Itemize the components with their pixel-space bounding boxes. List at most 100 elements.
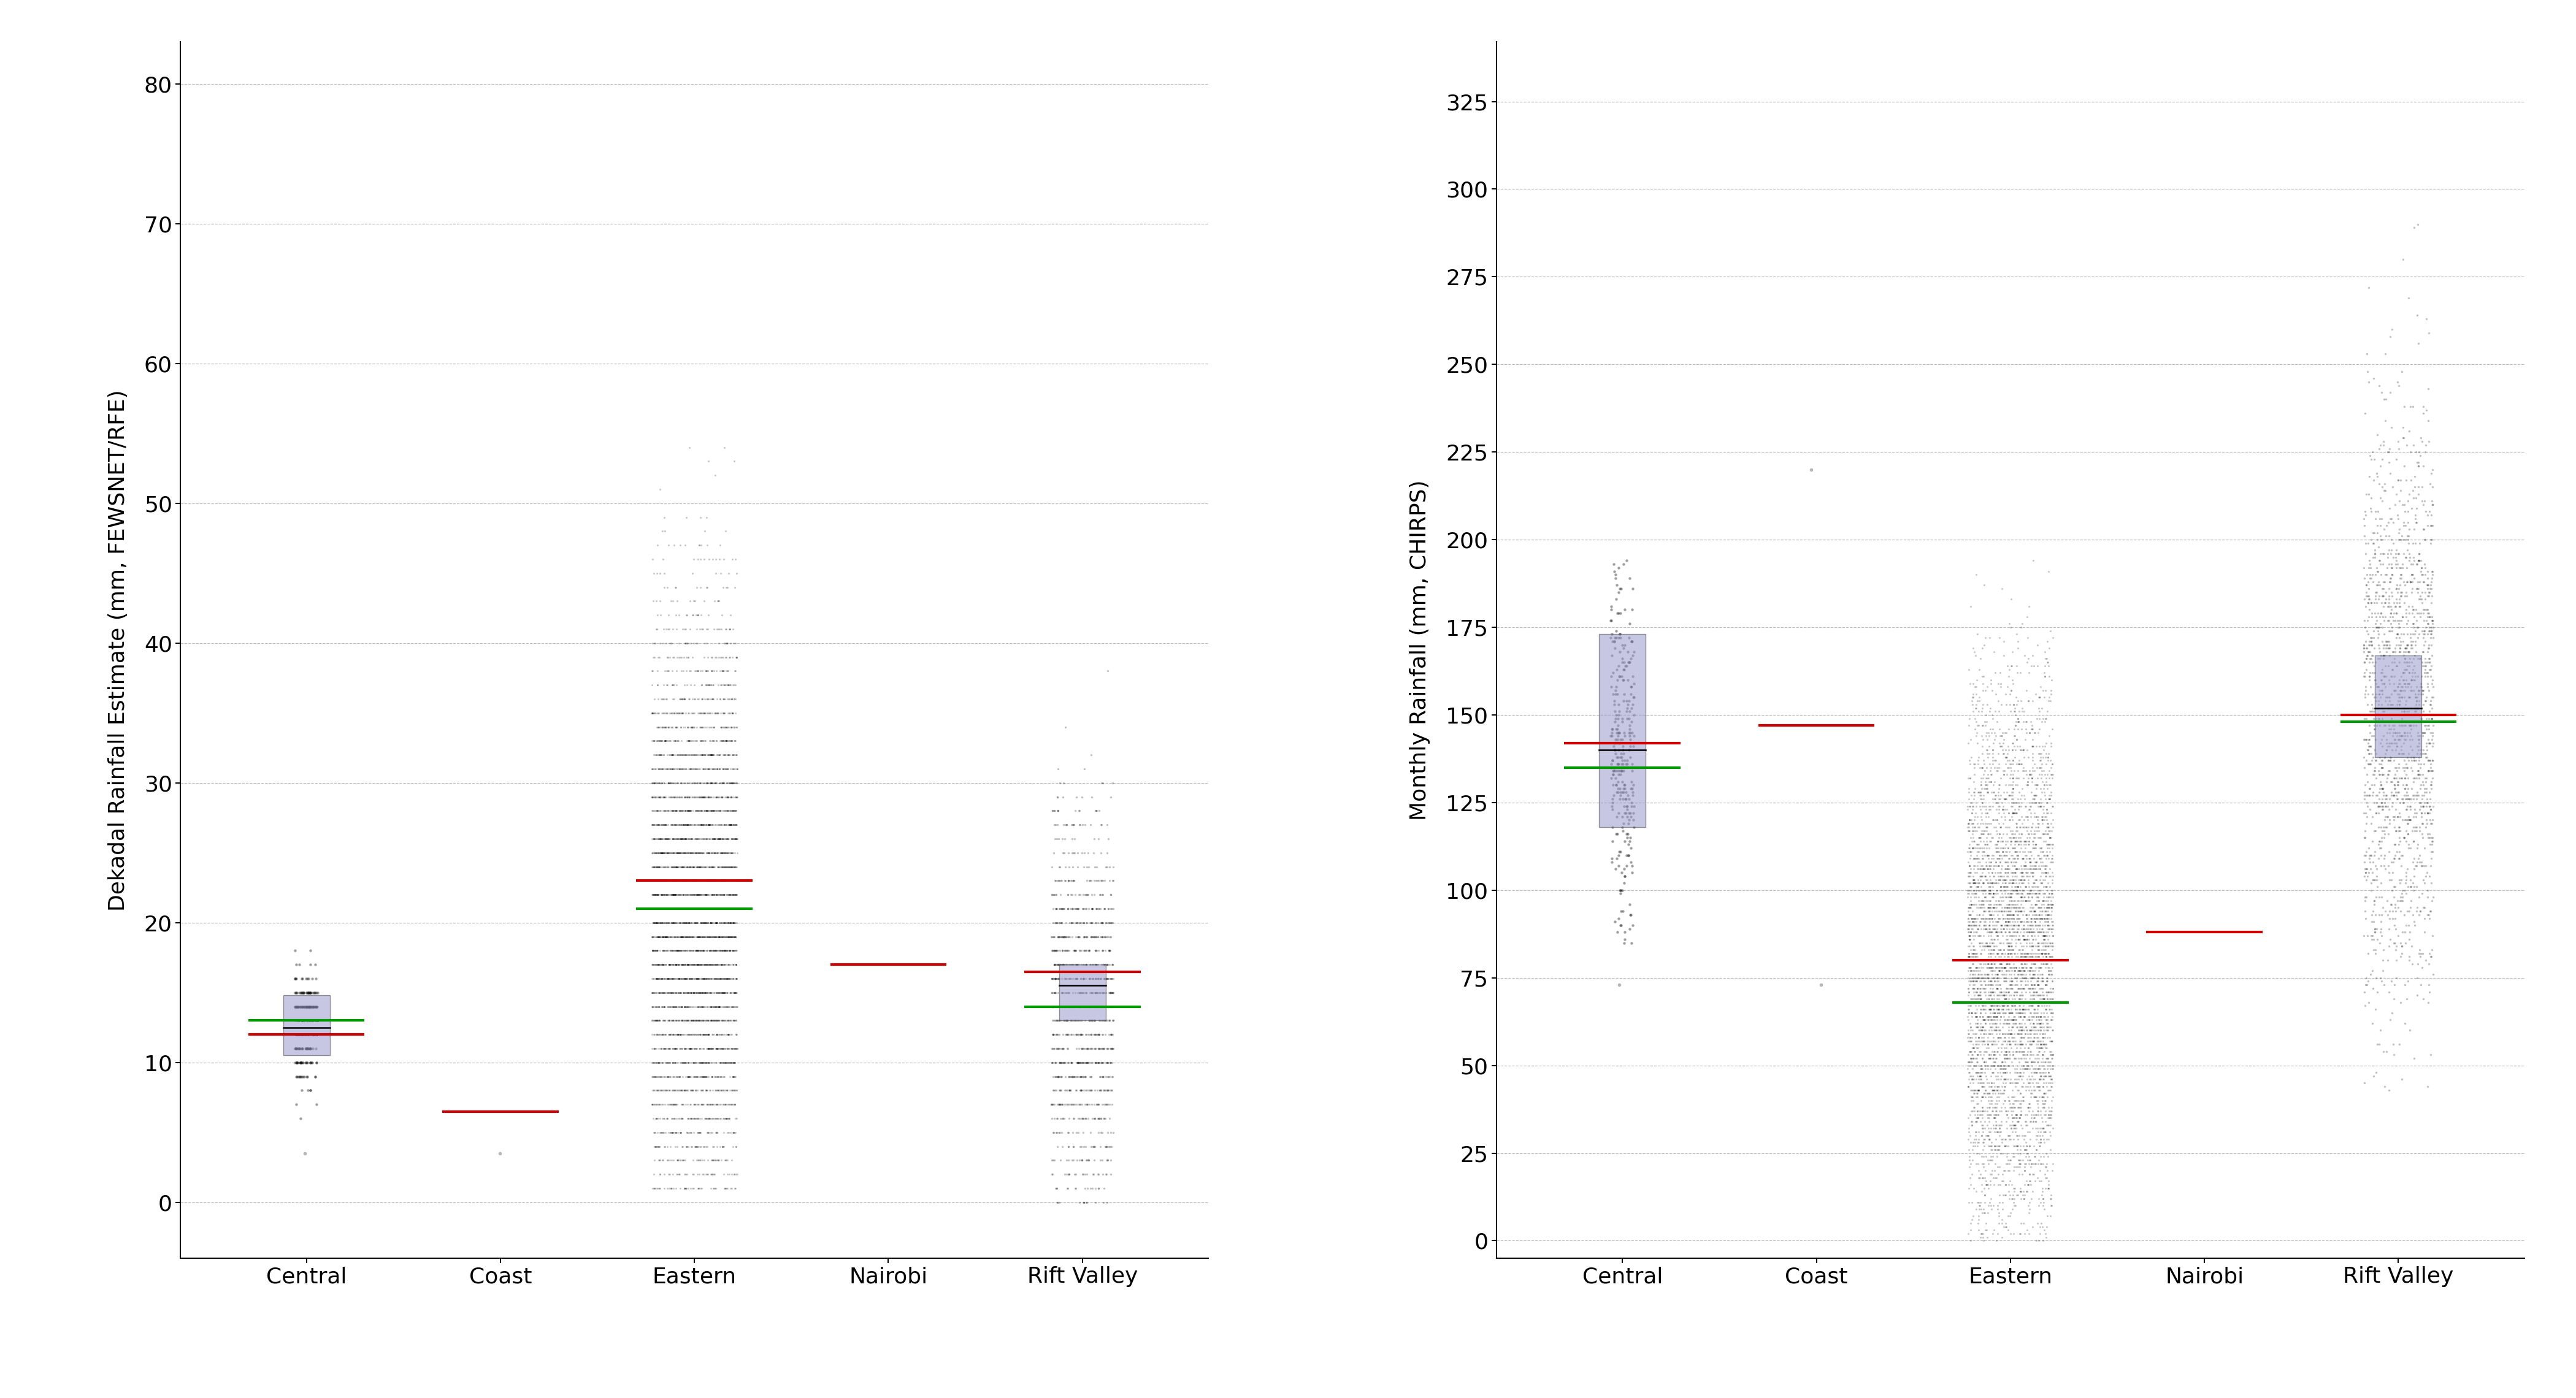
Point xyxy=(2032,1159,2074,1181)
Point xyxy=(1973,938,2014,960)
Point xyxy=(2030,977,2071,1000)
Point xyxy=(634,1009,675,1032)
Point xyxy=(654,786,696,808)
Point xyxy=(670,632,711,654)
Point xyxy=(649,786,690,808)
Point xyxy=(1991,791,2032,814)
Point xyxy=(631,995,672,1018)
Point xyxy=(2375,840,2416,863)
Point xyxy=(667,953,708,976)
Point xyxy=(1986,903,2027,925)
Point xyxy=(2401,945,2442,967)
Point xyxy=(2380,945,2421,967)
Point xyxy=(1056,1177,1097,1199)
Point xyxy=(2030,1047,2071,1069)
Point xyxy=(677,953,719,976)
Point xyxy=(716,548,757,570)
Point xyxy=(641,520,683,542)
Point xyxy=(667,800,708,822)
Point xyxy=(2025,945,2066,967)
Point xyxy=(1989,914,2030,937)
Point xyxy=(1955,991,1996,1014)
Point xyxy=(1033,1065,1074,1088)
Point xyxy=(1059,967,1100,990)
Point xyxy=(683,786,724,808)
Point xyxy=(1989,826,2030,849)
Point xyxy=(683,702,724,724)
Point xyxy=(690,1037,732,1060)
Point xyxy=(1989,802,2030,825)
Point xyxy=(1973,886,2014,909)
Point xyxy=(1046,1009,1087,1032)
Point xyxy=(2012,1030,2053,1053)
Point xyxy=(2401,742,2442,765)
Point xyxy=(675,967,716,990)
Point xyxy=(693,758,734,780)
Point xyxy=(2025,1163,2066,1186)
Point xyxy=(690,856,732,878)
Point xyxy=(708,967,750,990)
Point xyxy=(706,856,747,878)
Point xyxy=(2022,1001,2063,1023)
Point xyxy=(281,981,322,1004)
Point xyxy=(701,842,742,864)
Point xyxy=(680,660,721,682)
Point xyxy=(2396,966,2437,988)
Point xyxy=(1996,1117,2038,1139)
Point xyxy=(670,981,711,1004)
Point xyxy=(1976,847,2017,870)
Point xyxy=(657,1023,698,1046)
Point xyxy=(2032,1005,2074,1028)
Point xyxy=(1984,851,2025,874)
Point xyxy=(2025,781,2066,804)
Point xyxy=(639,856,680,878)
Point xyxy=(2391,738,2432,761)
Point xyxy=(1986,745,2027,768)
Point xyxy=(2352,900,2393,923)
Point xyxy=(281,1009,322,1032)
Point xyxy=(1610,728,1651,751)
Point xyxy=(1994,1145,2035,1167)
Point xyxy=(1986,1009,2027,1032)
Point xyxy=(2027,945,2069,967)
Point xyxy=(654,856,696,878)
Point xyxy=(2388,654,2429,677)
Point xyxy=(2022,710,2063,733)
Point xyxy=(657,898,698,920)
Point xyxy=(688,1023,729,1046)
Point xyxy=(631,981,672,1004)
Point xyxy=(1958,1026,1999,1048)
Point xyxy=(276,1023,317,1046)
Point xyxy=(680,842,721,864)
Point xyxy=(716,744,757,766)
Point xyxy=(1978,788,2020,811)
Point xyxy=(647,730,688,752)
Point xyxy=(652,772,693,794)
Point xyxy=(672,995,714,1018)
Point xyxy=(1087,967,1128,990)
Point xyxy=(1066,1037,1108,1060)
Point xyxy=(647,1051,688,1074)
Point xyxy=(701,870,742,892)
Point xyxy=(667,981,708,1004)
Point xyxy=(1965,774,2007,797)
Point xyxy=(672,1149,714,1172)
Point xyxy=(706,953,747,976)
Point xyxy=(688,925,729,948)
Point xyxy=(636,884,677,906)
Point xyxy=(714,870,755,892)
Point xyxy=(2017,1058,2058,1081)
Point xyxy=(698,744,739,766)
Point xyxy=(289,995,330,1018)
Point xyxy=(2347,343,2388,365)
Point xyxy=(2025,861,2066,884)
Point xyxy=(1963,1156,2004,1179)
Point xyxy=(714,632,755,654)
Point xyxy=(1965,1173,2007,1195)
Point xyxy=(1947,914,1989,937)
Point xyxy=(2411,749,2452,772)
Point xyxy=(639,1149,680,1172)
Point xyxy=(1077,939,1118,962)
Point xyxy=(2411,563,2452,586)
Point xyxy=(659,1037,701,1060)
